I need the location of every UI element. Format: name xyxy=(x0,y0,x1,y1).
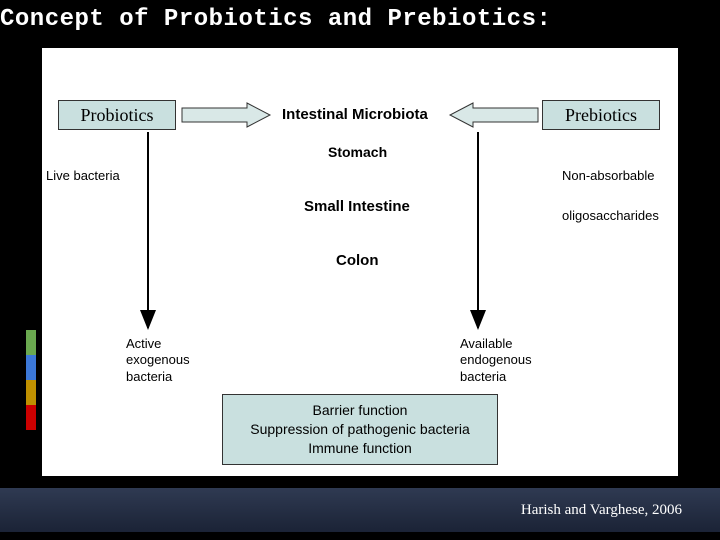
outcome-box: Barrier function Suppression of pathogen… xyxy=(222,394,498,465)
accent-strip xyxy=(26,330,36,430)
strip-red xyxy=(26,405,36,430)
outcome-line-1: Barrier function xyxy=(233,401,487,420)
strip-green xyxy=(26,330,36,355)
outcome-line-2: Suppression of pathogenic bacteria xyxy=(233,420,487,439)
footer-bar: Harish and Varghese, 2006 xyxy=(0,488,720,532)
probiotics-label: Probiotics xyxy=(80,105,153,126)
probiotics-box: Probiotics xyxy=(58,100,176,130)
oligosaccharides-label: oligosaccharides xyxy=(562,208,659,223)
outcome-line-3: Immune function xyxy=(233,439,487,458)
arrow-prebiotics-to-microbiota xyxy=(450,103,538,127)
prebiotics-label: Prebiotics xyxy=(565,105,637,126)
active-exogenous-label: Active exogenous bacteria xyxy=(126,336,190,385)
small-intestine-label: Small Intestine xyxy=(304,198,410,215)
non-absorbable-label: Non-absorbable xyxy=(562,168,655,183)
citation-text: Harish and Varghese, 2006 xyxy=(521,502,682,519)
strip-blue xyxy=(26,355,36,380)
live-bacteria-label: Live bacteria xyxy=(46,168,120,183)
arrow-probiotics-to-microbiota xyxy=(182,103,270,127)
microbiota-label: Intestinal Microbiota xyxy=(282,106,428,123)
stomach-label: Stomach xyxy=(328,144,387,160)
available-endogenous-label: Available endogenous bacteria xyxy=(460,336,532,385)
page-title: Concept of Probiotics and Prebiotics: xyxy=(0,0,720,43)
diagram: Probiotics Prebiotics Intestinal Microbi… xyxy=(42,48,678,476)
strip-gold xyxy=(26,380,36,405)
colon-label: Colon xyxy=(336,252,379,269)
prebiotics-box: Prebiotics xyxy=(542,100,660,130)
